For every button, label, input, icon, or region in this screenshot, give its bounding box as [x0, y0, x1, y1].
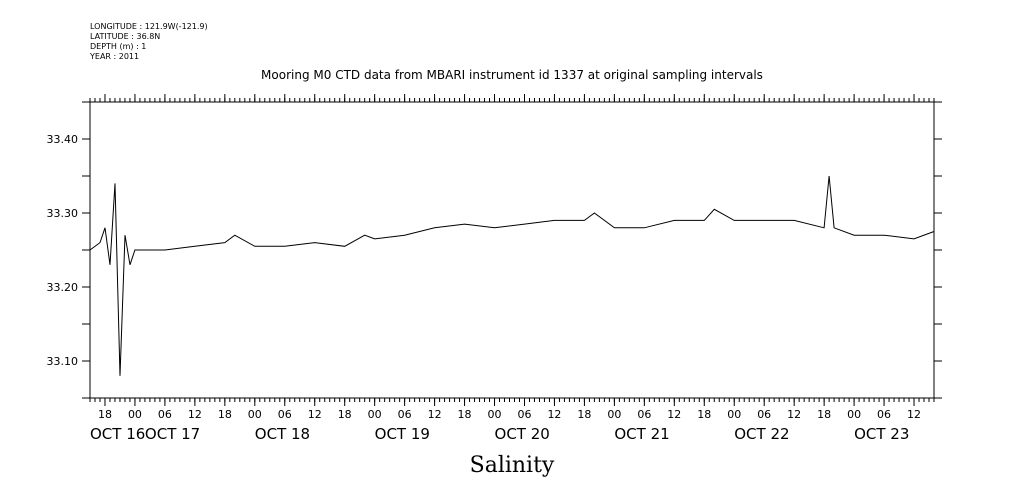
latitude-label: LATITUDE : 36.8N — [90, 32, 161, 41]
x-tick-label: 12 — [547, 408, 561, 421]
x-tick-label: 06 — [877, 408, 891, 421]
depth-label: DEPTH (m) : 1 — [90, 42, 147, 51]
metadata-block: LONGITUDE : 121.9W(-121.9) LATITUDE : 36… — [90, 22, 208, 62]
chart-title: Mooring M0 CTD data from MBARI instrumen… — [261, 68, 763, 82]
y-axis: 33.10 33.20 33.30 33.40 — [47, 101, 942, 399]
x-tick-label: 06 — [398, 408, 412, 421]
x-tick-label: 12 — [428, 408, 442, 421]
y-tick-label: 33.20 — [47, 281, 79, 294]
x-day-label: OCT 16 — [90, 425, 145, 443]
x-tick-label: 12 — [308, 408, 322, 421]
x-tick-label: 18 — [577, 408, 591, 421]
x-tick-label: 18 — [338, 408, 352, 421]
x-tick-label: 12 — [787, 408, 801, 421]
x-day-label: OCT 19 — [375, 425, 430, 443]
x-tick-label: 06 — [517, 408, 531, 421]
x-axis: 18 00 06 12 18 00 06 12 18 00 06 12 18 00 06 12 18 00 06 12… — [90, 94, 921, 443]
x-tick-label: 18 — [817, 408, 831, 421]
x-tick-label: 12 — [188, 408, 202, 421]
y-tick-label: 33.30 — [47, 207, 79, 220]
plot-frame — [89, 101, 935, 399]
x-tick-label: 00 — [607, 408, 621, 421]
x-tick-label: 00 — [368, 408, 382, 421]
x-tick-label: 06 — [278, 408, 292, 421]
x-day-label: OCT 21 — [614, 425, 669, 443]
x-tick-label: 12 — [907, 408, 921, 421]
year-label: YEAR : 2011 — [90, 52, 140, 61]
x-day-label: OCT 20 — [495, 425, 550, 443]
x-day-label: OCT 23 — [854, 425, 909, 443]
x-tick-label: 00 — [248, 408, 262, 421]
x-tick-label: 00 — [727, 408, 741, 421]
x-tick-label: 00 — [128, 408, 142, 421]
x-tick-label: 12 — [667, 408, 681, 421]
x-tick-label: 06 — [158, 408, 172, 421]
x-day-label: OCT 17 — [145, 425, 200, 443]
x-tick-label: 06 — [757, 408, 771, 421]
x-tick-label: 00 — [847, 408, 861, 421]
y-tick-label: 33.40 — [47, 133, 79, 146]
salinity-line — [89, 175, 935, 376]
x-axis-label: Salinity — [469, 453, 555, 478]
x-tick-label: 06 — [637, 408, 651, 421]
x-tick-label: 18 — [218, 408, 232, 421]
longitude-label: LONGITUDE : 121.9W(-121.9) — [90, 22, 208, 31]
x-tick-label: 18 — [697, 408, 711, 421]
y-tick-label: 33.10 — [47, 355, 79, 368]
minor-ticks — [89, 98, 935, 402]
x-tick-label: 18 — [98, 408, 112, 421]
x-day-label: OCT 18 — [255, 425, 310, 443]
x-tick-label: 00 — [488, 408, 502, 421]
x-day-label: OCT 22 — [734, 425, 789, 443]
x-tick-label: 18 — [458, 408, 472, 421]
